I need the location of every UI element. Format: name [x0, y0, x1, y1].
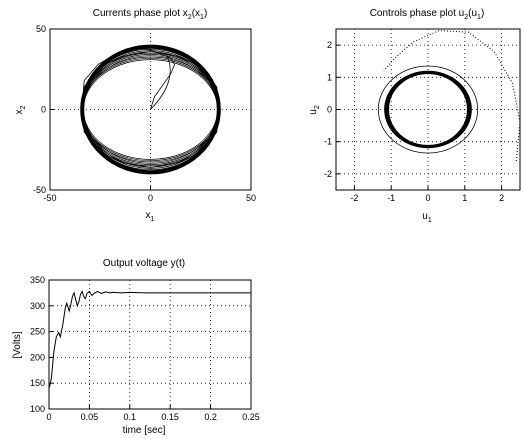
controls-xlabel: u1: [422, 211, 432, 224]
x-tick-label: 0: [148, 193, 153, 203]
currents-series: [80, 44, 221, 175]
x-tick-label: 0: [46, 412, 51, 422]
controls-ticks: -2 -1 0 1 2 -2 -1 0 1 2: [324, 40, 504, 203]
controls-grid: [336, 29, 520, 190]
x-tick-label: 0.1: [124, 412, 137, 422]
voltage-ylabel: [Volts]: [12, 331, 23, 358]
y-tick-label: 1: [327, 72, 332, 82]
currents-cycle-loop: [81, 45, 220, 174]
y-tick-label: -2: [324, 169, 332, 179]
y-tick-label: 2: [327, 40, 332, 50]
currents-cycle-loop: [82, 47, 219, 172]
x-tick-label: 0.25: [242, 412, 260, 422]
y-tick-label: 300: [30, 301, 45, 311]
y-tick-label: 0: [41, 105, 46, 115]
currents-title: Currents phase plot x2(x1): [93, 8, 208, 21]
y-tick-label: 0: [327, 105, 332, 115]
currents-cycle-loop: [80, 44, 221, 175]
voltage-plot: Output voltage y(t) 0 0.05 0.1 0.15 0.2 0.25 1…: [12, 258, 260, 436]
y-tick-label: -50: [33, 185, 46, 195]
currents-start-arc: [150, 54, 171, 110]
x-tick-label: 0.05: [81, 412, 99, 422]
voltage-title: Output voltage y(t): [103, 258, 185, 269]
voltage-axes-frame: [48, 279, 252, 410]
x-tick-label: 50: [246, 193, 256, 203]
controls-ylabel: u2: [308, 105, 321, 115]
currents-ylabel: x2: [14, 105, 27, 114]
y-tick-label: 150: [30, 378, 45, 388]
y-tick-label: 50: [36, 24, 46, 34]
controls-cycle-loop: [384, 70, 472, 149]
voltage-ticks: 0 0.05 0.1 0.15 0.2 0.25 100 150 200 250 300 350: [30, 275, 260, 422]
voltage-line: [48, 290, 251, 389]
x-tick-label: -2: [350, 193, 358, 203]
controls-axes-frame: [335, 28, 521, 191]
x-tick-label: 0.2: [204, 412, 217, 422]
currents-xlabel: x1: [146, 210, 155, 223]
x-tick-label: 2: [499, 193, 504, 203]
voltage-xlabel: time [sec]: [123, 425, 166, 436]
currents-axes-frame: [49, 28, 252, 191]
x-tick-label: 0.15: [161, 412, 179, 422]
y-tick-label: 350: [30, 275, 45, 285]
controls-dotted-transient: [383, 30, 521, 162]
controls-title: Controls phase plot u2(u1): [370, 8, 485, 21]
x-tick-label: -50: [43, 193, 56, 203]
y-tick-label: 250: [30, 327, 45, 337]
voltage-grid: [49, 280, 251, 409]
y-tick-label: 100: [30, 404, 45, 414]
currents-phase-plot: Currents phase plot x2(x1) -50 0 50-50050 …: [14, 8, 256, 223]
voltage-series: [48, 290, 251, 389]
controls-phase-plot: Controls phase plot u2(u1) -2 -1 0 1 2 -2 -1 0 1…: [308, 8, 521, 224]
y-tick-label: -1: [324, 137, 332, 147]
controls-outer-loop: [377, 65, 479, 154]
y-tick-label: 200: [30, 352, 45, 362]
x-tick-label: 0: [425, 193, 430, 203]
x-tick-label: 1: [462, 193, 467, 203]
x-tick-label: -1: [387, 193, 395, 203]
controls-series: [377, 30, 521, 162]
